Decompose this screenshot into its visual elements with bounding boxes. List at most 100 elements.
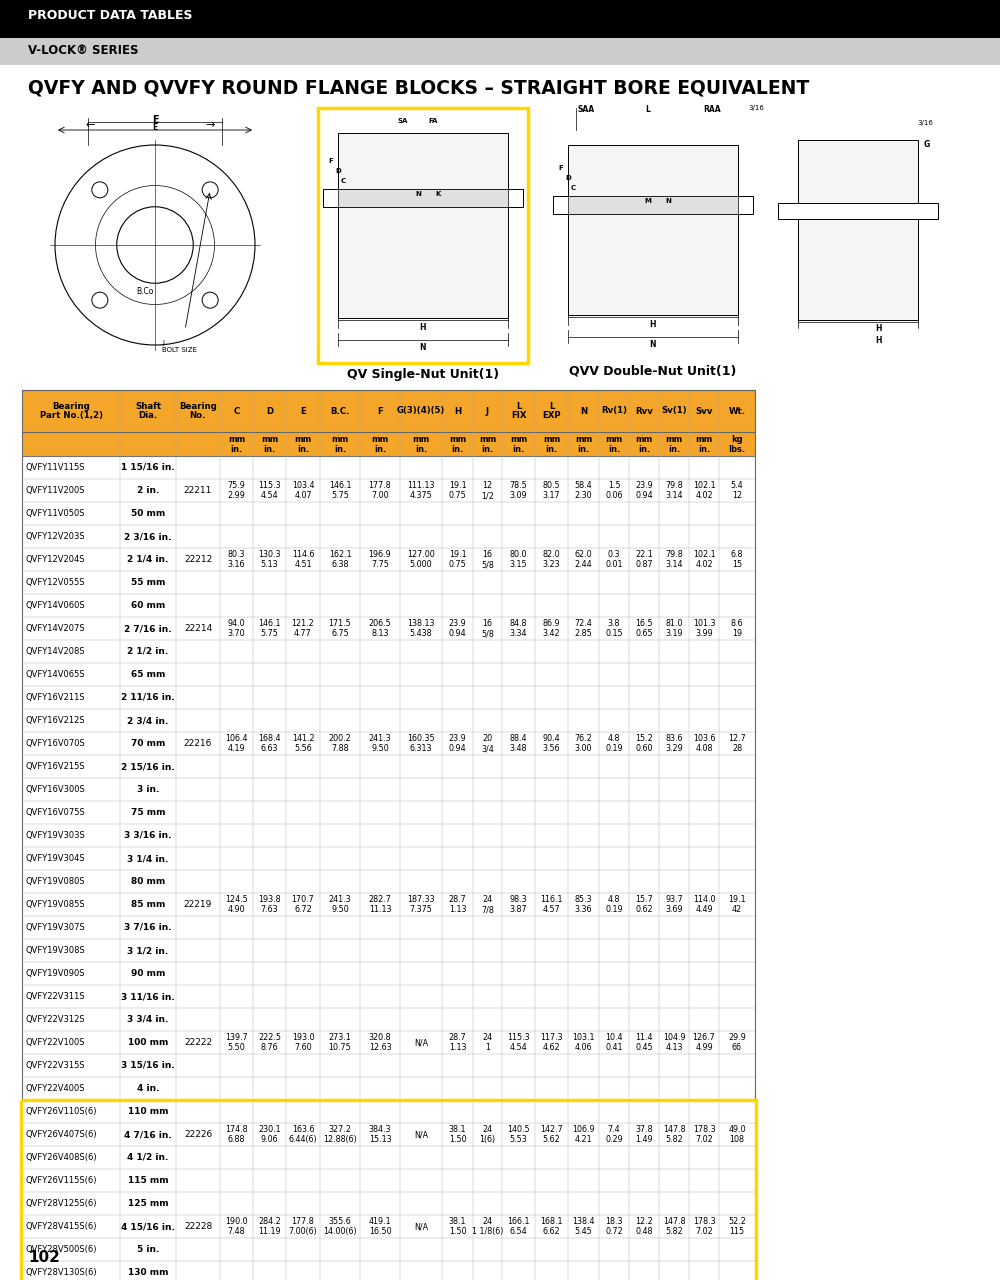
Bar xyxy=(338,188,508,206)
Text: 29.9
66: 29.9 66 xyxy=(728,1033,746,1052)
Bar xyxy=(22,640,755,663)
Text: 10.4
0.41: 10.4 0.41 xyxy=(605,1033,623,1052)
Text: N: N xyxy=(650,340,656,349)
Text: D: D xyxy=(565,175,571,180)
Text: J
BOLT SIZE: J BOLT SIZE xyxy=(162,340,198,353)
Text: 62.0
2.44: 62.0 2.44 xyxy=(575,550,592,570)
Text: 75 mm: 75 mm xyxy=(131,808,165,817)
Text: QVFY19V304S: QVFY19V304S xyxy=(25,854,85,863)
Text: in.: in. xyxy=(512,444,525,454)
Text: 22222: 22222 xyxy=(184,1038,212,1047)
Text: G: G xyxy=(924,140,930,148)
Text: QVFY12V055S: QVFY12V055S xyxy=(25,579,84,588)
Text: 384.3
15.13: 384.3 15.13 xyxy=(369,1125,391,1144)
Text: 3.8
0.15: 3.8 0.15 xyxy=(605,620,623,637)
Bar xyxy=(22,709,755,732)
Text: 2 11/16 in.: 2 11/16 in. xyxy=(121,692,175,701)
Text: B.Co: B.Co xyxy=(136,287,154,296)
Text: 60 mm: 60 mm xyxy=(131,602,165,611)
Text: 177.8
7.00: 177.8 7.00 xyxy=(369,481,391,500)
Text: QVFY22V400S: QVFY22V400S xyxy=(25,1084,84,1093)
Text: QV Single-Nut Unit(1): QV Single-Nut Unit(1) xyxy=(347,369,499,381)
Text: 284.2
11.19: 284.2 11.19 xyxy=(258,1217,281,1236)
Text: 115.3
4.54: 115.3 4.54 xyxy=(507,1033,530,1052)
Text: D: D xyxy=(335,168,341,174)
Text: 83.6
3.29: 83.6 3.29 xyxy=(665,733,683,753)
Bar xyxy=(22,824,755,847)
Text: 8.6
19: 8.6 19 xyxy=(731,620,743,637)
Text: 22216: 22216 xyxy=(184,739,212,748)
Text: 90 mm: 90 mm xyxy=(131,969,165,978)
Text: Shaft
Dia.: Shaft Dia. xyxy=(135,402,161,420)
Text: 72.4
2.85: 72.4 2.85 xyxy=(575,620,592,637)
Text: 104.9
4.13: 104.9 4.13 xyxy=(663,1033,685,1052)
Text: 12
1/2: 12 1/2 xyxy=(481,481,494,500)
Text: 0.3
0.01: 0.3 0.01 xyxy=(605,550,623,570)
Text: L: L xyxy=(646,105,650,114)
Text: 11.4
0.45: 11.4 0.45 xyxy=(635,1033,653,1052)
Text: QVFY11V200S: QVFY11V200S xyxy=(25,486,84,495)
Text: Svv: Svv xyxy=(695,407,713,416)
Text: 241.3
9.50: 241.3 9.50 xyxy=(329,895,351,914)
Text: QVFY16V211S: QVFY16V211S xyxy=(25,692,85,701)
Bar xyxy=(22,1192,755,1215)
Text: C: C xyxy=(233,407,240,416)
Text: 22219: 22219 xyxy=(184,900,212,909)
Text: 142.7
5.62: 142.7 5.62 xyxy=(540,1125,563,1144)
Text: 16
5/8: 16 5/8 xyxy=(481,550,494,570)
Text: 3 in.: 3 in. xyxy=(137,785,159,794)
Text: 3 1/2 in.: 3 1/2 in. xyxy=(127,946,169,955)
Text: 4.8
0.19: 4.8 0.19 xyxy=(605,733,623,753)
Bar xyxy=(22,940,755,963)
Bar xyxy=(568,196,738,214)
Text: QVFY26V110S(6): QVFY26V110S(6) xyxy=(25,1107,96,1116)
Text: QVFY12V204S: QVFY12V204S xyxy=(25,556,84,564)
Text: N: N xyxy=(580,407,587,416)
Text: 28.7
1.13: 28.7 1.13 xyxy=(449,895,466,914)
Text: QVFY26V115S(6): QVFY26V115S(6) xyxy=(25,1176,96,1185)
Text: 125 mm: 125 mm xyxy=(128,1199,168,1208)
Text: 24
7/8: 24 7/8 xyxy=(481,895,494,914)
Text: 3 3/16 in.: 3 3/16 in. xyxy=(124,831,172,840)
Bar xyxy=(22,1215,755,1238)
Bar xyxy=(0,38,1000,65)
Text: QVFY12V203S: QVFY12V203S xyxy=(25,532,85,541)
Text: 22.1
0.87: 22.1 0.87 xyxy=(635,550,653,570)
Text: QVFY19V307S: QVFY19V307S xyxy=(25,923,85,932)
Text: 327.2
12.88(6): 327.2 12.88(6) xyxy=(323,1125,357,1144)
Text: lbs.: lbs. xyxy=(728,444,746,454)
Bar xyxy=(22,663,755,686)
Text: QVFY14V065S: QVFY14V065S xyxy=(25,669,85,678)
Bar xyxy=(22,732,755,755)
Text: 79.8
3.14: 79.8 3.14 xyxy=(665,550,683,570)
Text: mm: mm xyxy=(228,435,245,444)
Text: mm: mm xyxy=(695,435,713,444)
Text: Wt.: Wt. xyxy=(728,407,746,416)
Text: ←: ← xyxy=(85,120,94,131)
Text: 190.0
7.48: 190.0 7.48 xyxy=(225,1217,248,1236)
Bar xyxy=(22,1123,755,1146)
Bar xyxy=(22,1053,755,1076)
Text: Rvv: Rvv xyxy=(635,407,653,416)
Text: 19.1
0.75: 19.1 0.75 xyxy=(449,481,466,500)
Text: QVFY22V311S: QVFY22V311S xyxy=(25,992,85,1001)
Text: 24
1: 24 1 xyxy=(482,1033,493,1052)
Text: 2 7/16 in.: 2 7/16 in. xyxy=(124,623,172,634)
Bar xyxy=(22,1100,755,1123)
Text: in.: in. xyxy=(698,444,710,454)
Text: B.C.: B.C. xyxy=(330,407,350,416)
Text: 4 15/16 in.: 4 15/16 in. xyxy=(121,1222,175,1231)
Text: mm: mm xyxy=(605,435,623,444)
Text: 3 7/16 in.: 3 7/16 in. xyxy=(124,923,172,932)
Bar xyxy=(22,617,755,640)
Text: 49.0
108: 49.0 108 xyxy=(728,1125,746,1144)
Text: 3/16: 3/16 xyxy=(917,120,933,125)
Text: QVFY19V080S: QVFY19V080S xyxy=(25,877,85,886)
Text: 4 7/16 in.: 4 7/16 in. xyxy=(124,1130,172,1139)
Text: 230.1
9.06: 230.1 9.06 xyxy=(258,1125,281,1144)
Text: QVFY19V303S: QVFY19V303S xyxy=(25,831,85,840)
Text: H: H xyxy=(875,324,881,333)
Bar xyxy=(22,893,755,916)
Text: FA: FA xyxy=(428,118,438,124)
Text: Bearing
Part No.(1,2): Bearing Part No.(1,2) xyxy=(40,402,103,420)
